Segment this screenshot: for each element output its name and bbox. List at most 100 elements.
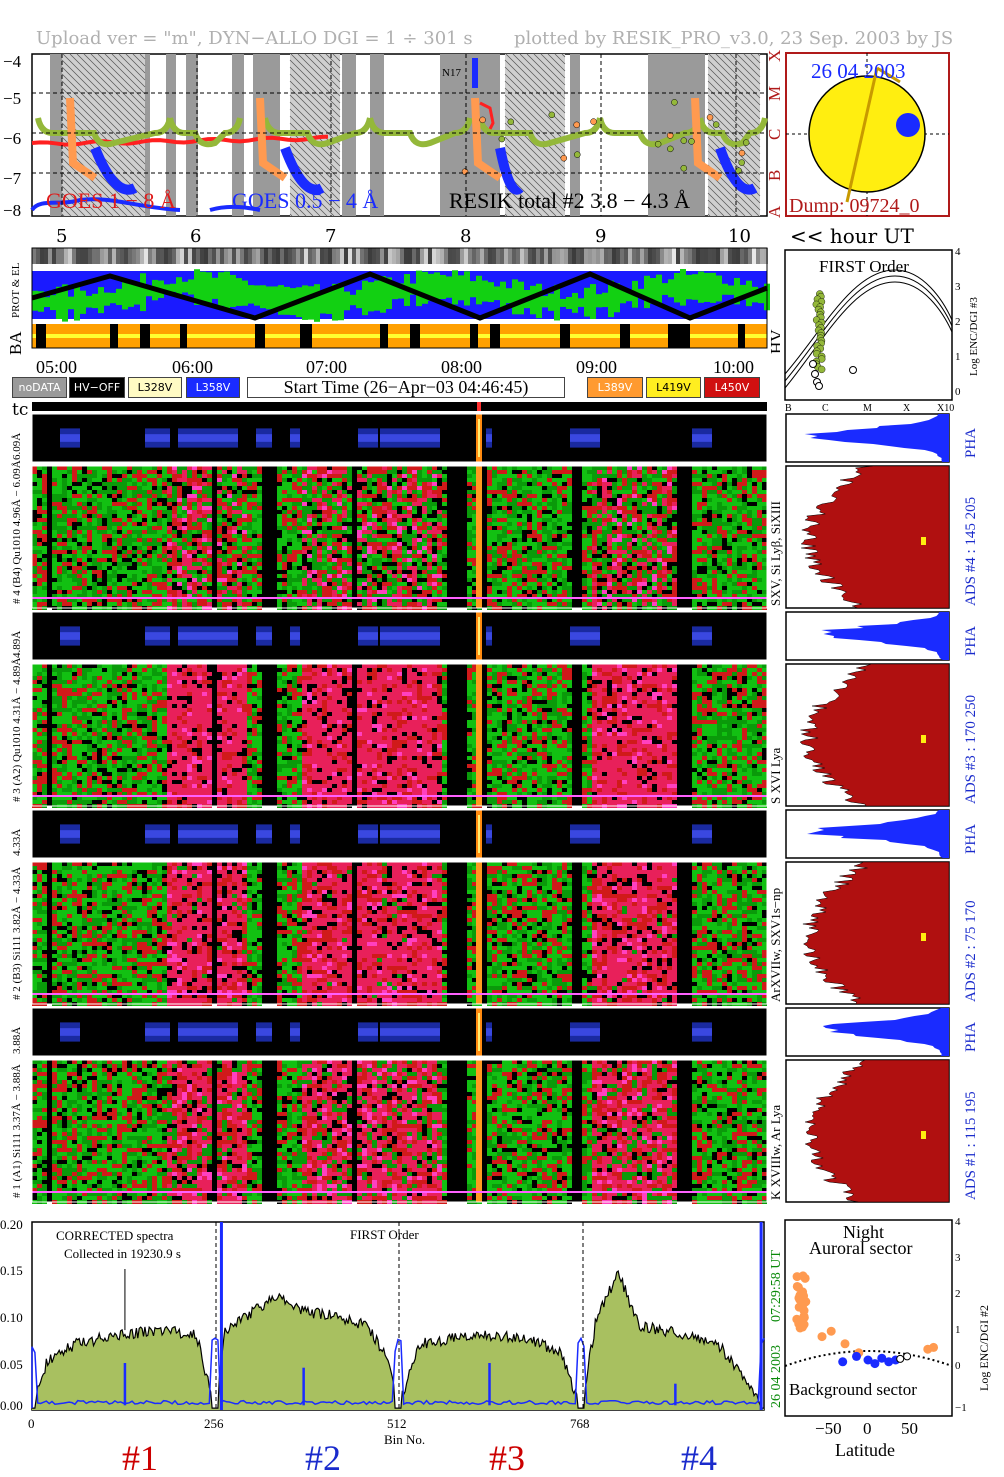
ba-gap (110, 324, 118, 348)
open-point (903, 1352, 912, 1361)
class-letter: C (765, 129, 784, 140)
first-order-ytick: 3 (955, 281, 961, 293)
resik-curve (167, 117, 243, 148)
spectrum-title-1: CORRECTED spectra (56, 1228, 174, 1243)
class-letter: M (765, 86, 784, 101)
resik-low-segment (715, 146, 758, 195)
channel-label-4: #4 (681, 1438, 717, 1477)
data-point (574, 151, 581, 158)
ba-gap (560, 324, 570, 348)
latitude-title-2: Auroral sector (809, 1238, 912, 1258)
data-point (680, 137, 688, 144)
legend-l358: L358V (186, 377, 240, 398)
resik-curve (367, 117, 473, 148)
spectrum-xtick: 512 (387, 1416, 407, 1431)
ads-marker (921, 933, 926, 941)
hour-tick: 10 (728, 226, 751, 247)
ba-gap (300, 324, 312, 348)
channel-pha-tag: PHA (963, 428, 979, 458)
ba-gap (36, 324, 46, 348)
data-point (706, 114, 714, 121)
first-order-xtick: M (863, 403, 872, 414)
background-point (884, 1357, 894, 1367)
hour-tick: 6 (190, 226, 202, 247)
auroral-point (799, 1306, 809, 1316)
channel-ads-label: ADS #2 : 75 170 (963, 900, 979, 1002)
channel-pha-label: 4.33Å (11, 829, 23, 856)
spectrum-xtick: 768 (570, 1416, 590, 1431)
spectrum-title-mid: FIRST Order (350, 1227, 419, 1242)
auroral-point (929, 1342, 939, 1352)
ba-gap (180, 324, 187, 348)
channel-range-label: # 4 (B4) Qu1010 4.96Å − 6.09Å (11, 460, 23, 604)
background-point (877, 1353, 887, 1363)
legend-l389: L389V (587, 377, 643, 398)
legend-hvoff: HV−OFF (69, 377, 125, 398)
channel-ads-label: ADS #4 : 145 205 (963, 497, 979, 606)
data-point (666, 132, 674, 139)
sun-disk (808, 75, 926, 193)
resik-curve (697, 117, 768, 148)
status-row-label: HV (767, 329, 780, 354)
latitude-bottom-label: Background sector (789, 1380, 917, 1399)
channel-ads-label: ADS #1 : 115 195 (963, 1091, 979, 1200)
channel-pha-tag: PHA (963, 1022, 979, 1052)
channel-pha-tag: PHA (963, 824, 979, 854)
first-order-ytick: 4 (955, 246, 961, 258)
class-letter: A (765, 205, 784, 218)
channel-ion-label: S XVI Lya (768, 747, 783, 804)
pha-histogram (821, 612, 949, 660)
data-point (680, 164, 688, 172)
spectrum-ytick: 0.20 (0, 1217, 23, 1232)
goes-panel: −4 −5 −6 −7 −8 GOES 1 − 8 Å GOES 0.5 − 4… (3, 50, 784, 220)
auroral-point (826, 1326, 836, 1336)
latitude-title-1: Night (843, 1222, 884, 1242)
ads-histogram (799, 663, 950, 807)
time-tick: 06:00 (172, 357, 213, 376)
spectrogram-stack: 6.09Å# 4 (B4) Qu1010 4.96Å − 6.09Å SXV, S… (11, 402, 979, 1204)
data-point (688, 138, 695, 145)
ba-gap (140, 324, 150, 348)
ads-histogram (800, 465, 950, 609)
pha-curve (66, 97, 98, 182)
spectrum-panel: 0.20 0.15 0.10 0.05 0.00 0 256 512 768 C… (0, 1217, 784, 1477)
ads-marker (921, 537, 926, 545)
legend-l419: L419V (646, 377, 701, 398)
channel-label-1: #1 (122, 1438, 158, 1477)
resik-low-segment (90, 146, 138, 195)
latitude-ytick: 3 (955, 1252, 961, 1264)
background-point (863, 1355, 873, 1365)
first-order-open-point (815, 382, 823, 390)
auroral-point (795, 1290, 805, 1300)
data-point (590, 118, 597, 125)
data-point (654, 140, 662, 148)
latitude-ytick: 2 (955, 1288, 961, 1300)
ads-histogram (804, 1059, 950, 1203)
background-point (838, 1357, 848, 1367)
latitude-xtick: 50 (901, 1419, 918, 1438)
ba-gap (380, 324, 388, 348)
status-panel: PROT & EL BA HV 05:00 06:00 07:00 08:00 … (6, 247, 780, 376)
spectrum-xtick: 256 (204, 1416, 224, 1431)
time-tick: 07:00 (306, 357, 347, 376)
spectrum-xtick: 0 (28, 1416, 35, 1431)
first-order-title: FIRST Order (819, 257, 909, 276)
ba-gap (738, 324, 745, 348)
data-point (735, 167, 742, 174)
channel-ion-label: ArXVIIw, SXV1s−np (768, 888, 783, 1002)
header-left: Upload ver = "m", DYN−ALLO DGI = 1 ÷ 301… (36, 28, 473, 49)
goes-1-8-curve (31, 134, 329, 147)
channel-pha-label: 6.09Å (11, 433, 23, 460)
channel-pha-tag: PHA (963, 626, 979, 656)
goes-1-8-curve (479, 101, 495, 134)
data-point (667, 145, 674, 153)
hour-axis: 5 6 7 8 9 10 (0, 226, 780, 247)
ba-gap (410, 324, 420, 348)
goes-ytick: −8 (3, 201, 21, 220)
no-data-band (370, 54, 384, 216)
goes-05-4-curve (472, 58, 478, 88)
spectrum-time-label: 07:29:58 UT (769, 1250, 784, 1322)
first-order-ytick: 2 (955, 316, 961, 328)
legend-l450: L450V (704, 377, 760, 398)
channel-range-label: # 1 (A1) Si111 3.37Å − 3.88Å (11, 1064, 23, 1198)
